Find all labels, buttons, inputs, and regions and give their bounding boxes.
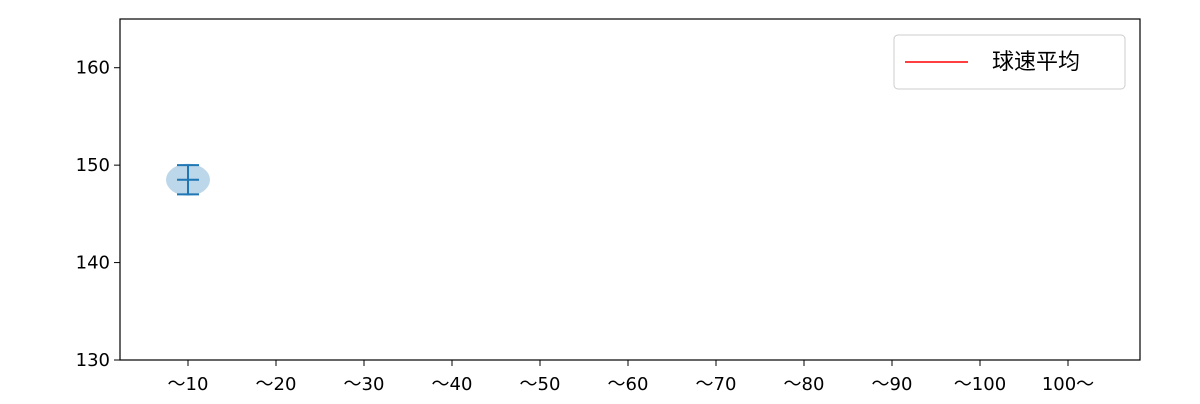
y-tick-label: 140 (76, 253, 110, 274)
legend-label: 球速平均 (992, 50, 1080, 75)
x-tick-label: 〜80 (784, 374, 825, 395)
x-tick-label: 〜40 (432, 374, 473, 395)
x-tick-label: 〜90 (872, 374, 913, 395)
x-tick-label: 〜60 (608, 374, 649, 395)
x-tick-label: 〜100 (954, 374, 1006, 395)
legend: 球速平均 (893, 34, 1126, 90)
x-tick-label: 〜30 (344, 374, 385, 395)
plot-frame (119, 18, 1141, 361)
y-tick-label: 150 (76, 155, 110, 176)
legend-box (893, 34, 1126, 90)
x-tick-label: 〜10 (168, 374, 209, 395)
y-tick-label: 130 (76, 350, 110, 371)
x-tick-label: 〜20 (256, 374, 297, 395)
x-tick-label: 〜50 (520, 374, 561, 395)
y-tick-label: 160 (76, 58, 110, 79)
x-tick-label: 100〜 (1042, 374, 1094, 395)
x-tick-label: 〜70 (696, 374, 737, 395)
